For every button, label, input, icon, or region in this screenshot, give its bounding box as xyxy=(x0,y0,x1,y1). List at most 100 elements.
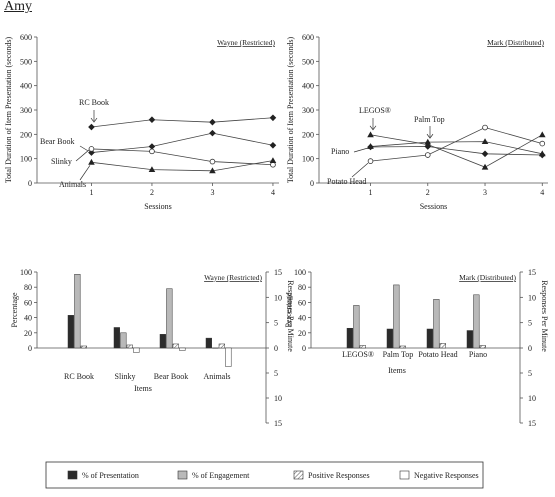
y-axis-label: Percentage xyxy=(284,292,293,328)
arrowhead-rc-book xyxy=(90,117,98,123)
bar-positive-responses-legos xyxy=(359,345,366,349)
bar-of-engagement-piano xyxy=(473,294,480,349)
label-animals: Animals xyxy=(59,180,86,189)
arrow-animals xyxy=(79,165,91,181)
y-tick-label: 40 xyxy=(298,314,306,323)
bar-of-engagement-legos xyxy=(353,305,360,349)
bar-positive-responses-palm-top xyxy=(399,345,406,349)
chart-caption: Mark (Distributed) xyxy=(459,273,516,282)
y2-axis-label: Responses Per Minute xyxy=(540,280,549,352)
legend-label-of-engagement: % of Engagement xyxy=(192,471,250,480)
x-tick-label: 2 xyxy=(426,188,430,197)
y-tick-label: 100 xyxy=(294,268,306,277)
legend-swatch-negative-responses xyxy=(399,470,410,480)
y2-tick-label: 10 xyxy=(528,293,536,302)
bar-of-engagement-potato-head xyxy=(433,299,440,349)
point-rc-book xyxy=(88,123,95,131)
label-legos: LEGOS® xyxy=(359,106,391,115)
point-bear-book xyxy=(148,143,156,150)
bar-of-presentation-bear-book xyxy=(159,334,166,349)
y-tick-label: 600 xyxy=(20,33,32,42)
bar-positive-responses-rc-book xyxy=(80,345,87,349)
bar-of-presentation-piano xyxy=(466,330,473,349)
category-label: Bear Book xyxy=(154,372,188,381)
point-legos xyxy=(367,131,374,138)
bar-of-presentation-potato-head xyxy=(426,328,433,349)
y-tick-label: 20 xyxy=(24,329,32,338)
y-axis-label: Percentage xyxy=(10,292,19,328)
y-tick-label: 0 xyxy=(28,179,32,188)
y-tick-label: 400 xyxy=(20,82,32,91)
x-axis-label: Sessions xyxy=(144,202,172,211)
point-piano xyxy=(538,151,546,159)
series-line-bear-book xyxy=(91,132,274,153)
y-tick-label: 500 xyxy=(302,57,314,66)
point-slinky xyxy=(209,158,216,165)
y-tick-label: 300 xyxy=(302,106,314,115)
x-tick-label: 4 xyxy=(540,188,544,197)
point-bear-book xyxy=(269,141,277,149)
chart-caption: Wayne (Restricted) xyxy=(204,273,262,282)
point-slinky xyxy=(270,161,276,168)
y2-tick-label: 0 xyxy=(274,344,278,353)
label-bear-book: Bear Book xyxy=(40,137,74,146)
bar-positive-responses-piano xyxy=(479,345,486,349)
series-line-potato-head xyxy=(370,127,543,162)
y-tick-label: 0 xyxy=(302,344,306,353)
bar-positive-responses-bear-book xyxy=(172,343,179,349)
y-tick-label: 200 xyxy=(302,130,314,139)
bar-negative-responses-animals xyxy=(225,347,232,367)
y-axis-label: Total Duration of Item Presentation (sec… xyxy=(286,37,295,184)
legend-frame xyxy=(45,461,484,489)
legend-swatch-positive-responses xyxy=(293,470,304,480)
y2-tick-label: 10 xyxy=(274,394,282,403)
x-tick-label: 2 xyxy=(150,188,154,197)
y-axis-label: Total Duration of Item Presentation (sec… xyxy=(4,37,13,184)
x-tick-label: 4 xyxy=(271,188,275,197)
x-tick-label: 1 xyxy=(89,188,93,197)
y2-tick-label: 15 xyxy=(274,419,282,428)
axis-lines xyxy=(36,37,279,184)
point-animals xyxy=(148,166,156,173)
point-potato-head xyxy=(482,124,488,131)
label-piano: Piano xyxy=(331,147,349,156)
legend: % of Presentation % of Engagement Positive… xyxy=(45,461,484,489)
bar-of-engagement-bear-book xyxy=(166,288,173,349)
point-animals xyxy=(269,157,277,164)
y-tick-label: 0 xyxy=(310,179,314,188)
y-tick-label: 500 xyxy=(20,57,32,66)
legend-swatch-of-presentation xyxy=(67,470,78,480)
category-label: Animals xyxy=(203,372,230,381)
category-label: Palm Top xyxy=(383,350,414,359)
arrowhead-legos xyxy=(369,125,377,131)
y2-tick-label: 15 xyxy=(274,268,282,277)
arrowhead-palm-top xyxy=(426,133,434,139)
wayne-line-chart: 0 100 200 300 400 500 600 1 2 3 4 Sessions Total Dur… xyxy=(4,33,279,211)
point-animals xyxy=(88,158,95,165)
point-palm-top xyxy=(481,138,489,145)
bar-positive-responses-slinky xyxy=(126,344,133,349)
arrow-piano xyxy=(353,147,369,153)
x-tick-label: 1 xyxy=(369,188,373,197)
point-legos xyxy=(538,131,546,138)
series-line-piano xyxy=(370,146,543,156)
mark-line-chart: 0 100 200 300 400 500 600 1 2 3 4 Sessions Total Dur… xyxy=(286,33,548,211)
y2-axis-label: Responses Per Minute xyxy=(286,280,295,352)
point-potato-head xyxy=(367,158,374,164)
point-rc-book xyxy=(148,116,156,124)
y2-tick-label: 10 xyxy=(528,394,536,403)
y-tick-label: 300 xyxy=(20,106,32,115)
bar-of-presentation-slinky xyxy=(113,327,120,349)
legend-label-negative-responses: Negative Responses xyxy=(414,471,479,480)
point-potato-head xyxy=(424,152,431,158)
point-rc-book xyxy=(209,118,216,126)
bar-of-engagement-slinky xyxy=(120,332,127,349)
page-title: Amy xyxy=(4,0,32,14)
bar-of-engagement-palm-top xyxy=(393,284,400,349)
point-potato-head xyxy=(539,140,546,147)
category-label: LEGOS® xyxy=(342,350,374,359)
category-label: Slinky xyxy=(115,372,136,381)
bar-of-presentation-legos xyxy=(346,327,353,349)
